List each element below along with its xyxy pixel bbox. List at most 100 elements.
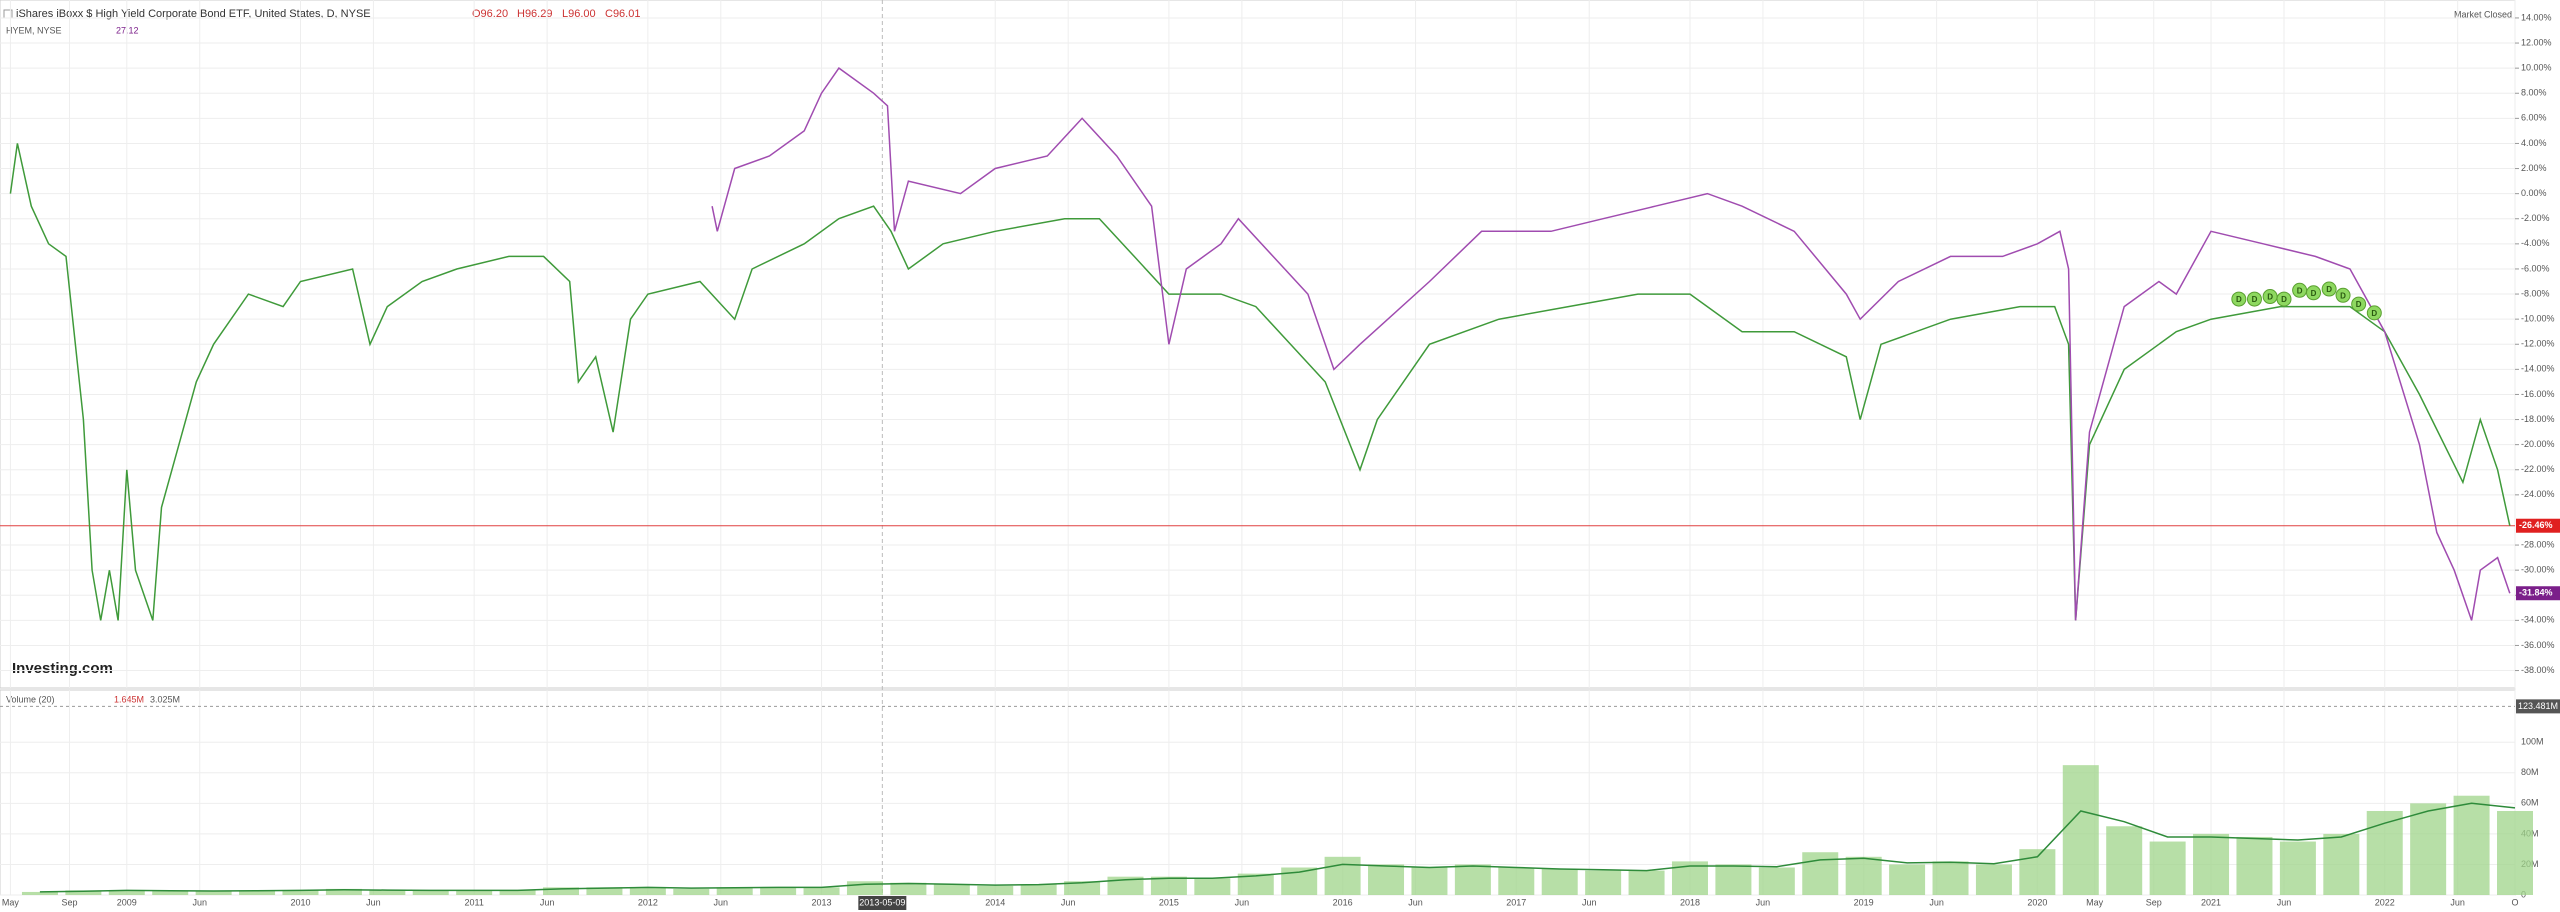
volume-value: 1.645M: [114, 694, 144, 704]
x-tick-label: 2018: [1680, 897, 1700, 907]
dividend-label: D: [2236, 295, 2242, 304]
x-tick-label: 2013: [812, 897, 832, 907]
x-tick-label: 2021: [2201, 897, 2221, 907]
dividend-label: D: [2356, 300, 2362, 309]
x-tick-label: Jun: [714, 897, 729, 907]
y-tick-label: 12.00%: [2521, 37, 2552, 47]
y-tick-label: -12.00%: [2521, 339, 2555, 349]
x-tick-label: Jun: [1929, 897, 1944, 907]
y-tick-label: 4.00%: [2521, 138, 2547, 148]
volume-bar: [65, 890, 102, 895]
y-tick-label: 6.00%: [2521, 113, 2547, 123]
y-tick-label: -16.00%: [2521, 389, 2555, 399]
series-line: [711, 67, 2511, 621]
volume-bar: [586, 887, 623, 895]
dividend-marker: [2351, 296, 2367, 312]
volume-bar: [2279, 841, 2316, 895]
x-tick-label: Jun: [2450, 897, 2465, 907]
dividend-marker: [2306, 285, 2322, 301]
volume-bar: [543, 887, 580, 895]
volume-bar: [1411, 867, 1448, 895]
volume-bar: [629, 887, 666, 895]
last-value-label: -31.84%: [2519, 588, 2553, 598]
x-tick-label: Jun: [540, 897, 555, 907]
x-tick-label: 2015: [1159, 897, 1179, 907]
volume-bar: [1454, 864, 1491, 895]
y-tick-label: -14.00%: [2521, 364, 2555, 374]
volume-bar: [1368, 864, 1405, 895]
x-tick-label: Sep: [61, 897, 77, 907]
y-tick-label: 10.00%: [2521, 63, 2552, 73]
y-tick-label: -30.00%: [2521, 565, 2555, 575]
volume-bar: [325, 888, 362, 895]
volume-bar: [1237, 873, 1274, 895]
ohlc-close: C96.01: [605, 8, 640, 20]
volume-bar: [369, 890, 406, 895]
volume-bar: [760, 887, 797, 895]
ohlc-high: H96.29: [517, 8, 552, 20]
dividend-label: D: [2297, 286, 2303, 295]
volume-bar: [1802, 852, 1839, 895]
series-line: [9, 143, 2511, 621]
x-tick-label: 2022: [2375, 897, 2395, 907]
x-tick-label: Jun: [1408, 897, 1423, 907]
y-tick-label: 60M: [2521, 798, 2539, 808]
x-tick-label: 2020: [2027, 897, 2047, 907]
volume-ma: [39, 802, 2516, 893]
dividend-label: D: [2252, 295, 2258, 304]
y-tick-label: -4.00%: [2521, 238, 2550, 248]
chart-title: iShares iBoxx $ High Yield Corporate Bon…: [16, 8, 371, 20]
volume-bar: [499, 890, 536, 895]
market-status: Market Closed: [2454, 9, 2512, 19]
y-tick-label: -22.00%: [2521, 464, 2555, 474]
y-tick-label: -8.00%: [2521, 288, 2550, 298]
dividend-marker: [2231, 291, 2247, 307]
volume-bar: [1020, 884, 1057, 895]
volume-bar: [282, 890, 319, 895]
volume-bar: [2062, 765, 2099, 895]
dividend-marker: [2366, 305, 2382, 321]
dividend-label: D: [2267, 293, 2273, 302]
volume-bar: [2193, 833, 2230, 895]
volume-bar: [21, 891, 58, 895]
x-tick-label: 2009: [117, 897, 137, 907]
y-tick-label: 14.00%: [2521, 12, 2552, 22]
y-tick-label: 0.00%: [2521, 188, 2547, 198]
volume-bar: [803, 887, 840, 895]
x-tick-label: May: [2, 897, 20, 907]
ohlc-low: L96.00: [562, 8, 596, 20]
volume-bar: [1585, 870, 1622, 895]
volume-bar: [1150, 876, 1187, 895]
volume-bar: [1845, 856, 1882, 895]
y-tick-label: -18.00%: [2521, 414, 2555, 424]
dividend-label: D: [2371, 309, 2377, 318]
x-tick-label: 2014: [985, 897, 1005, 907]
crosshair-label-bg: [858, 896, 907, 910]
last-value-label: -26.46%: [2519, 520, 2553, 530]
volume-bar: [2497, 810, 2533, 895]
last-value-bg: [2516, 586, 2560, 601]
volume-bar: [412, 890, 449, 895]
volume-bar: [1715, 864, 1752, 895]
dividend-marker: [2246, 291, 2262, 307]
x-tick-label: Jun: [1756, 897, 1771, 907]
x-tick-label: Jun: [366, 897, 381, 907]
x-tick-label: Sep: [2146, 897, 2162, 907]
y-tick-label: -10.00%: [2521, 314, 2555, 324]
volume-bar: [1498, 867, 1535, 895]
last-value-bg: [2516, 518, 2560, 533]
volume-bar: [2410, 803, 2447, 895]
volume-bar: [933, 884, 970, 895]
dividend-label: D: [2281, 295, 2287, 304]
compare-legend: HYEM, NYSE: [6, 25, 62, 35]
x-tick-label: May: [2086, 897, 2104, 907]
volume-bar: [846, 881, 883, 895]
volume-bar: [1758, 867, 1795, 895]
volume-bar: [239, 890, 276, 895]
volume-bar: [2149, 841, 2186, 895]
volume-title: Volume (20): [6, 694, 55, 704]
y-tick-label: -6.00%: [2521, 263, 2550, 273]
volume-bar: [1975, 864, 2012, 895]
